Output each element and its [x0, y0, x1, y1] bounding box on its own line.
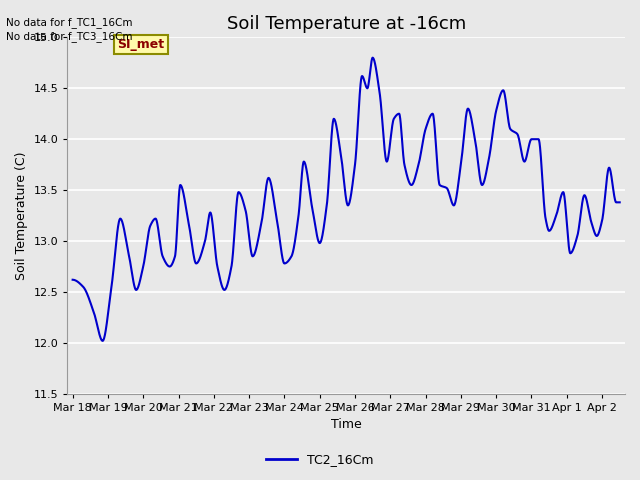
Title: Soil Temperature at -16cm: Soil Temperature at -16cm — [227, 15, 466, 33]
Legend: TC2_16Cm: TC2_16Cm — [261, 448, 379, 471]
Text: No data for f_TC3_16Cm: No data for f_TC3_16Cm — [6, 31, 133, 42]
Text: SI_met: SI_met — [118, 38, 164, 51]
X-axis label: Time: Time — [331, 419, 362, 432]
Text: No data for f_TC1_16Cm: No data for f_TC1_16Cm — [6, 17, 133, 28]
Y-axis label: Soil Temperature (C): Soil Temperature (C) — [15, 151, 28, 280]
